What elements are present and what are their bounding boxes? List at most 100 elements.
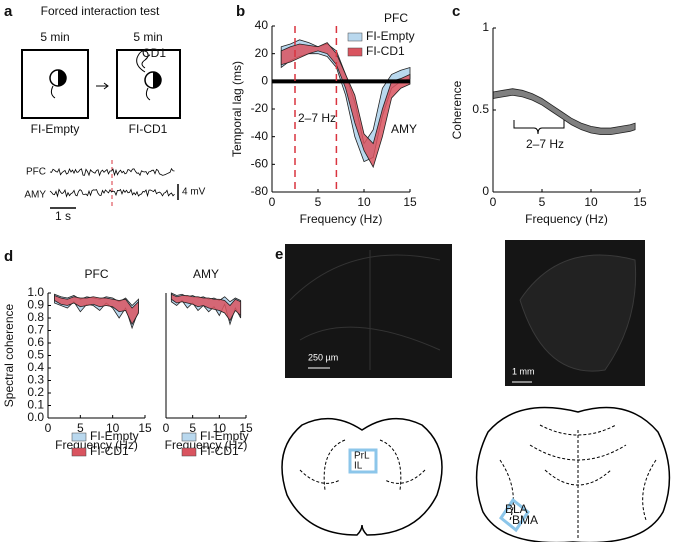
x-tick-label: 5 bbox=[539, 195, 546, 209]
band bbox=[170, 293, 242, 322]
x-tick-label: 10 bbox=[106, 421, 120, 435]
x-tick-label: 15 bbox=[633, 195, 647, 209]
legend-swatch bbox=[71, 432, 87, 442]
scale-label: 4 mV bbox=[182, 187, 206, 198]
arrow bbox=[96, 82, 109, 90]
stimulus-label: CD1 bbox=[142, 46, 166, 60]
y-tick-label: -20 bbox=[251, 101, 269, 115]
x-tick-label: 10 bbox=[584, 195, 598, 209]
x-tick-label: 5 bbox=[77, 421, 84, 435]
region-label: BLA bbox=[505, 502, 528, 516]
panel-letter: d bbox=[4, 248, 13, 265]
legend-label: FI-CD1 bbox=[200, 444, 239, 458]
legend-swatch bbox=[347, 32, 363, 42]
y-tick-label: 0.5 bbox=[472, 102, 489, 116]
legend-label: FI-Empty bbox=[90, 429, 139, 443]
panel-a: a Forced interaction test 5 min 5 min CD… bbox=[4, 3, 206, 223]
legend-label: FI-Empty bbox=[200, 429, 249, 443]
x-tick-label: 0 bbox=[163, 421, 170, 435]
annotation: 2–7 Hz bbox=[298, 111, 336, 125]
mouse-tail bbox=[145, 87, 151, 101]
legend-swatch bbox=[181, 447, 197, 457]
y-axis-label: Coherence bbox=[450, 80, 464, 139]
y-tick-label: 0.8 bbox=[27, 310, 44, 324]
panel-letter: e bbox=[275, 246, 283, 263]
x-tick-label: 5 bbox=[315, 195, 322, 209]
y-axis-label: Spectral coherence bbox=[2, 303, 16, 407]
y-tick-label: 1 bbox=[482, 20, 489, 34]
y-tick-label: 0.1 bbox=[27, 398, 44, 412]
x-axis-label: Frequency (Hz) bbox=[525, 212, 608, 226]
trace-label: PFC bbox=[26, 167, 46, 178]
duration: 5 min bbox=[40, 30, 69, 44]
y-tick-label: -60 bbox=[251, 157, 269, 171]
panel-letter: c bbox=[452, 3, 460, 20]
x-tick-label: 5 bbox=[189, 421, 196, 435]
region-label: IL bbox=[354, 461, 363, 472]
annotation: AMY bbox=[391, 122, 417, 136]
y-tick-label: 0.9 bbox=[27, 298, 44, 312]
x-axis-label: Frequency (Hz) bbox=[300, 212, 383, 226]
x-tick-label: 0 bbox=[490, 195, 497, 209]
y-tick-label: 0.6 bbox=[27, 335, 44, 349]
x-tick-label: 10 bbox=[357, 195, 371, 209]
x-tick-label: 0 bbox=[269, 195, 276, 209]
y-tick-label: 0 bbox=[261, 74, 268, 88]
lfp-trace bbox=[49, 167, 175, 177]
y-tick-label: 1.0 bbox=[27, 285, 44, 299]
y-tick-label: 0.3 bbox=[27, 373, 44, 387]
lfp-trace bbox=[49, 188, 175, 198]
legend-title: PFC bbox=[384, 11, 408, 25]
legend-swatch bbox=[71, 447, 87, 457]
mouse-icon bbox=[58, 70, 66, 86]
chart-title: AMY bbox=[193, 267, 219, 281]
atlas-outline bbox=[475, 406, 671, 542]
panel-letter: b bbox=[236, 3, 245, 20]
y-tick-label: 0 bbox=[482, 184, 489, 198]
y-tick-label: 20 bbox=[255, 46, 269, 60]
atlas-outline bbox=[281, 417, 443, 536]
band bbox=[54, 294, 139, 326]
condition-label: FI-CD1 bbox=[129, 122, 168, 136]
arena bbox=[116, 49, 181, 119]
legend-label: FI-CD1 bbox=[366, 44, 405, 58]
trace-label: AMY bbox=[24, 190, 46, 201]
y-tick-label: 0.5 bbox=[27, 348, 44, 362]
region-box bbox=[498, 497, 531, 533]
band bbox=[280, 42, 411, 169]
micrograph-texture bbox=[289, 250, 441, 370]
micrograph-texture bbox=[519, 254, 637, 372]
micrograph bbox=[285, 244, 452, 378]
x-tick-label: 15 bbox=[403, 195, 417, 209]
y-tick-label: 0.0 bbox=[27, 410, 44, 424]
y-tick-label: -40 bbox=[251, 129, 269, 143]
legend-swatch bbox=[347, 47, 363, 57]
y-tick-label: 0.7 bbox=[27, 323, 44, 337]
legend-label: FI-CD1 bbox=[90, 444, 129, 458]
region-label: BMA bbox=[512, 513, 538, 527]
scale-label: 1 mm bbox=[512, 366, 535, 376]
condition-label: FI-Empty bbox=[31, 122, 80, 136]
y-tick-label: 40 bbox=[255, 18, 269, 32]
panel-e: e 250 µm 1 mm PrL IL BLA BMA bbox=[275, 240, 671, 542]
bracket bbox=[513, 120, 565, 135]
atlas-lines bbox=[499, 424, 657, 540]
y-tick-label: -80 bbox=[251, 184, 269, 198]
cd1-mouse bbox=[136, 50, 149, 73]
panel-letter: a bbox=[4, 3, 13, 20]
mouse-icon bbox=[153, 72, 161, 88]
scale-label: 250 µm bbox=[308, 352, 338, 362]
x-tick-label: 15 bbox=[239, 421, 253, 435]
x-tick-label: 0 bbox=[45, 421, 52, 435]
legend-label: FI-Empty bbox=[366, 29, 415, 43]
region-box bbox=[348, 448, 378, 474]
annotation: 2–7 Hz bbox=[526, 137, 564, 151]
duration: 5 min bbox=[133, 30, 162, 44]
y-tick-label: 0.2 bbox=[27, 385, 44, 399]
legend-swatch bbox=[181, 432, 197, 442]
arena bbox=[21, 49, 89, 119]
y-axis-label: Temporal lag (ms) bbox=[230, 61, 244, 157]
scale-label: 1 s bbox=[55, 209, 71, 223]
y-tick-label: 0.4 bbox=[27, 360, 44, 374]
